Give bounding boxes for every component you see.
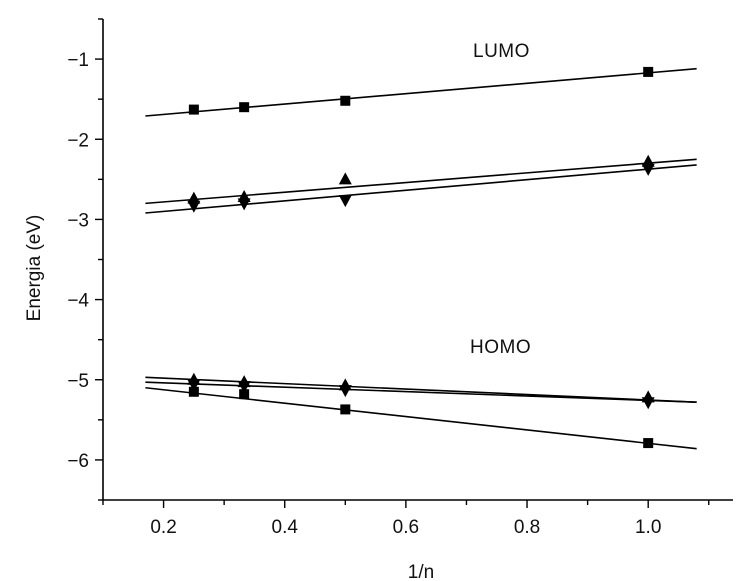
y-ticks: −1 −2 −3 −4 −5 −6 xyxy=(67,18,103,501)
data-point-lumo-triangle-down xyxy=(641,163,655,176)
markers xyxy=(187,66,655,449)
y-tick-label: −2 xyxy=(67,130,89,151)
fit-line-homo-triangle-up xyxy=(145,376,697,403)
data-point-lumo-triangle-down xyxy=(187,200,201,213)
data-point-lumo-square xyxy=(340,95,351,106)
x-tick-label: 0.8 xyxy=(514,517,540,538)
x-axis-title: 1/n xyxy=(408,562,434,581)
data-point-lumo-triangle-up xyxy=(338,172,352,185)
y-tick-label: −6 xyxy=(67,451,89,472)
fit-line-homo-square xyxy=(145,386,697,450)
data-point-lumo-square xyxy=(239,102,250,113)
data-point-homo-triangle-down xyxy=(237,381,251,394)
y-tick-label: −1 xyxy=(67,50,89,71)
fit-line-lumo-square xyxy=(145,67,697,117)
data-point-homo-square xyxy=(188,386,199,397)
y-tick-label: −5 xyxy=(67,371,89,392)
y-tick-label: −4 xyxy=(67,291,89,312)
fit-line-homo-triangle-down xyxy=(145,381,697,403)
data-point-lumo-triangle-down xyxy=(237,198,251,211)
fit-lines xyxy=(145,67,697,450)
x-tick-label: 0.6 xyxy=(393,517,419,538)
data-point-lumo-triangle-up xyxy=(641,154,655,167)
data-point-lumo-triangle-up xyxy=(187,191,201,204)
data-point-homo-triangle-down xyxy=(338,385,352,398)
x-tick-label: 1.0 xyxy=(635,517,661,538)
fit-line-lumo-triangle-up xyxy=(145,158,697,205)
annotation-homo: HOMO xyxy=(470,337,531,358)
data-point-homo-square xyxy=(643,438,654,449)
data-point-homo-triangle-down xyxy=(641,397,655,410)
x-ticks: 0.2 0.4 0.6 0.8 1.0 xyxy=(102,500,710,538)
data-point-homo-triangle-down xyxy=(187,379,201,392)
x-tick-label: 0.4 xyxy=(272,517,299,538)
y-axis-title: Energia (eV) xyxy=(24,215,45,322)
data-point-lumo-triangle-down xyxy=(338,195,352,208)
data-point-lumo-square xyxy=(188,104,199,115)
axes: −1 −2 −3 −4 −5 −6 0.2 0.4 0.6 0.8 1.0 xyxy=(67,18,733,538)
fit-line-lumo-triangle-down xyxy=(145,164,697,214)
data-point-lumo-square xyxy=(643,66,654,77)
data-point-homo-square xyxy=(239,389,250,400)
y-tick-label: −3 xyxy=(67,210,89,231)
annotation-lumo: LUMO xyxy=(473,41,530,62)
data-point-homo-square xyxy=(340,404,351,415)
x-tick-label: 0.2 xyxy=(150,517,176,538)
